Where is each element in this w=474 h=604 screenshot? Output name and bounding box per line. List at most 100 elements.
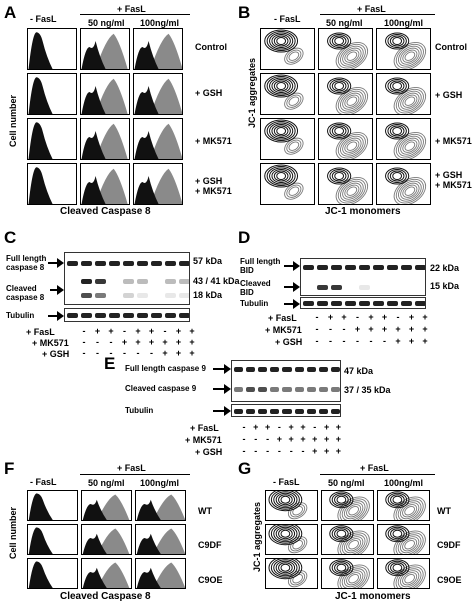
row-label-control: Control bbox=[435, 42, 467, 52]
contour-ring bbox=[400, 47, 420, 65]
histogram-plot bbox=[134, 78, 182, 114]
panel-label-e: E bbox=[104, 354, 116, 373]
contour-ring bbox=[346, 96, 358, 106]
contour-ring bbox=[336, 495, 347, 504]
row-label-mk571-combo: + MK571 bbox=[435, 180, 472, 190]
treatment-sign: + bbox=[323, 434, 330, 444]
contour-ring bbox=[387, 526, 408, 541]
contour-ring bbox=[346, 51, 358, 61]
kda-label-47: 47 kDa bbox=[344, 366, 374, 376]
blot-band bbox=[294, 409, 304, 414]
contour-ring bbox=[402, 572, 418, 586]
contour-ring bbox=[327, 77, 352, 95]
contour-ring bbox=[387, 169, 407, 183]
contour-plot bbox=[264, 119, 304, 155]
contour-ring bbox=[398, 45, 422, 67]
treatment-sign: - bbox=[289, 446, 293, 456]
blot-band bbox=[319, 367, 329, 372]
contour-ring bbox=[392, 127, 403, 135]
treatment-label-fasl: + FasL bbox=[190, 423, 219, 433]
contour-ring bbox=[340, 180, 364, 202]
contour-ring bbox=[266, 166, 296, 186]
blot-band bbox=[164, 261, 176, 266]
treatment-label-mk571: + MK571 bbox=[32, 338, 69, 348]
treatment-sign: - bbox=[313, 422, 317, 432]
arrow-icon bbox=[50, 285, 64, 295]
treatment-sign: - bbox=[383, 336, 386, 346]
histogram-plot bbox=[134, 168, 182, 204]
blot-label-cl-bid-2: BID bbox=[240, 288, 254, 297]
histogram-plot bbox=[28, 527, 53, 554]
treatment-sign: - bbox=[150, 348, 153, 358]
contour-plot bbox=[385, 525, 426, 554]
kda-label-43-41: 43 / 41 kDa bbox=[193, 276, 240, 286]
blot-band bbox=[270, 387, 280, 392]
contour-ring bbox=[393, 41, 427, 69]
blot-band bbox=[344, 301, 356, 306]
blot-band bbox=[66, 261, 78, 266]
blot-label-tubulin: Tubulin bbox=[240, 299, 269, 308]
blot-band bbox=[233, 409, 243, 414]
blot-band bbox=[257, 409, 268, 414]
contour-ring bbox=[385, 77, 410, 95]
blot-band bbox=[331, 409, 340, 414]
blot-band bbox=[108, 261, 120, 266]
contour-ring bbox=[346, 141, 358, 151]
contour-ring bbox=[288, 96, 300, 106]
histogram-gray-peak bbox=[134, 33, 182, 69]
contour-cell bbox=[376, 163, 431, 205]
contour-plot bbox=[264, 29, 304, 65]
histogram-cell bbox=[27, 73, 77, 115]
treatment-sign: + bbox=[300, 422, 306, 432]
treatment-sign: - bbox=[82, 348, 86, 358]
contour-ring bbox=[266, 76, 296, 96]
contour-ring bbox=[335, 41, 369, 69]
contour-plot bbox=[327, 77, 369, 114]
contour-ring bbox=[390, 494, 405, 506]
histogram-black-peak bbox=[136, 533, 161, 554]
contour-ring bbox=[280, 495, 291, 504]
contour-ring bbox=[393, 86, 427, 114]
col-header-no-fasl: - FasL bbox=[274, 14, 301, 24]
blot-band bbox=[164, 313, 176, 318]
histogram-gray-peak bbox=[82, 528, 130, 554]
histogram-gray-peak bbox=[82, 562, 130, 588]
contour-ring bbox=[286, 94, 302, 108]
histogram-cell bbox=[135, 490, 186, 521]
contour-ring bbox=[275, 526, 296, 541]
treatment-sign: + bbox=[354, 324, 361, 334]
contour-plot bbox=[329, 559, 370, 588]
contour-ring bbox=[334, 528, 349, 540]
contour-ring bbox=[385, 559, 410, 577]
blot-band bbox=[164, 279, 176, 284]
blot-band bbox=[178, 261, 189, 266]
contour-ring bbox=[270, 491, 300, 510]
histogram-gray-peak bbox=[136, 494, 185, 520]
contour-ring bbox=[329, 559, 354, 577]
blot-band bbox=[306, 387, 317, 392]
histogram-cell bbox=[27, 524, 78, 555]
blot-band bbox=[164, 293, 176, 298]
histogram-plot bbox=[82, 562, 130, 588]
contour-cell bbox=[377, 490, 430, 521]
treatment-sign: + bbox=[162, 337, 168, 347]
contour-ring bbox=[392, 82, 403, 90]
contour-ring bbox=[342, 137, 362, 155]
contour-ring bbox=[331, 35, 347, 47]
contour-ring bbox=[393, 530, 426, 554]
contour-ring bbox=[346, 572, 362, 586]
contour-ring bbox=[270, 525, 300, 544]
histogram-black-peak bbox=[82, 533, 107, 554]
blot-band bbox=[306, 409, 317, 414]
contour-ring bbox=[393, 496, 426, 520]
histogram-gray-peak bbox=[134, 123, 182, 159]
contour-ring bbox=[327, 32, 352, 50]
histogram-cell bbox=[27, 118, 77, 160]
contour-ring bbox=[264, 74, 299, 98]
contour-ring bbox=[288, 141, 300, 151]
contour-ring bbox=[398, 90, 422, 112]
contour-ring bbox=[276, 127, 287, 135]
col-header-50: 50 ng/ml bbox=[88, 478, 125, 488]
blot-band bbox=[316, 265, 328, 270]
blot-band bbox=[233, 387, 243, 392]
